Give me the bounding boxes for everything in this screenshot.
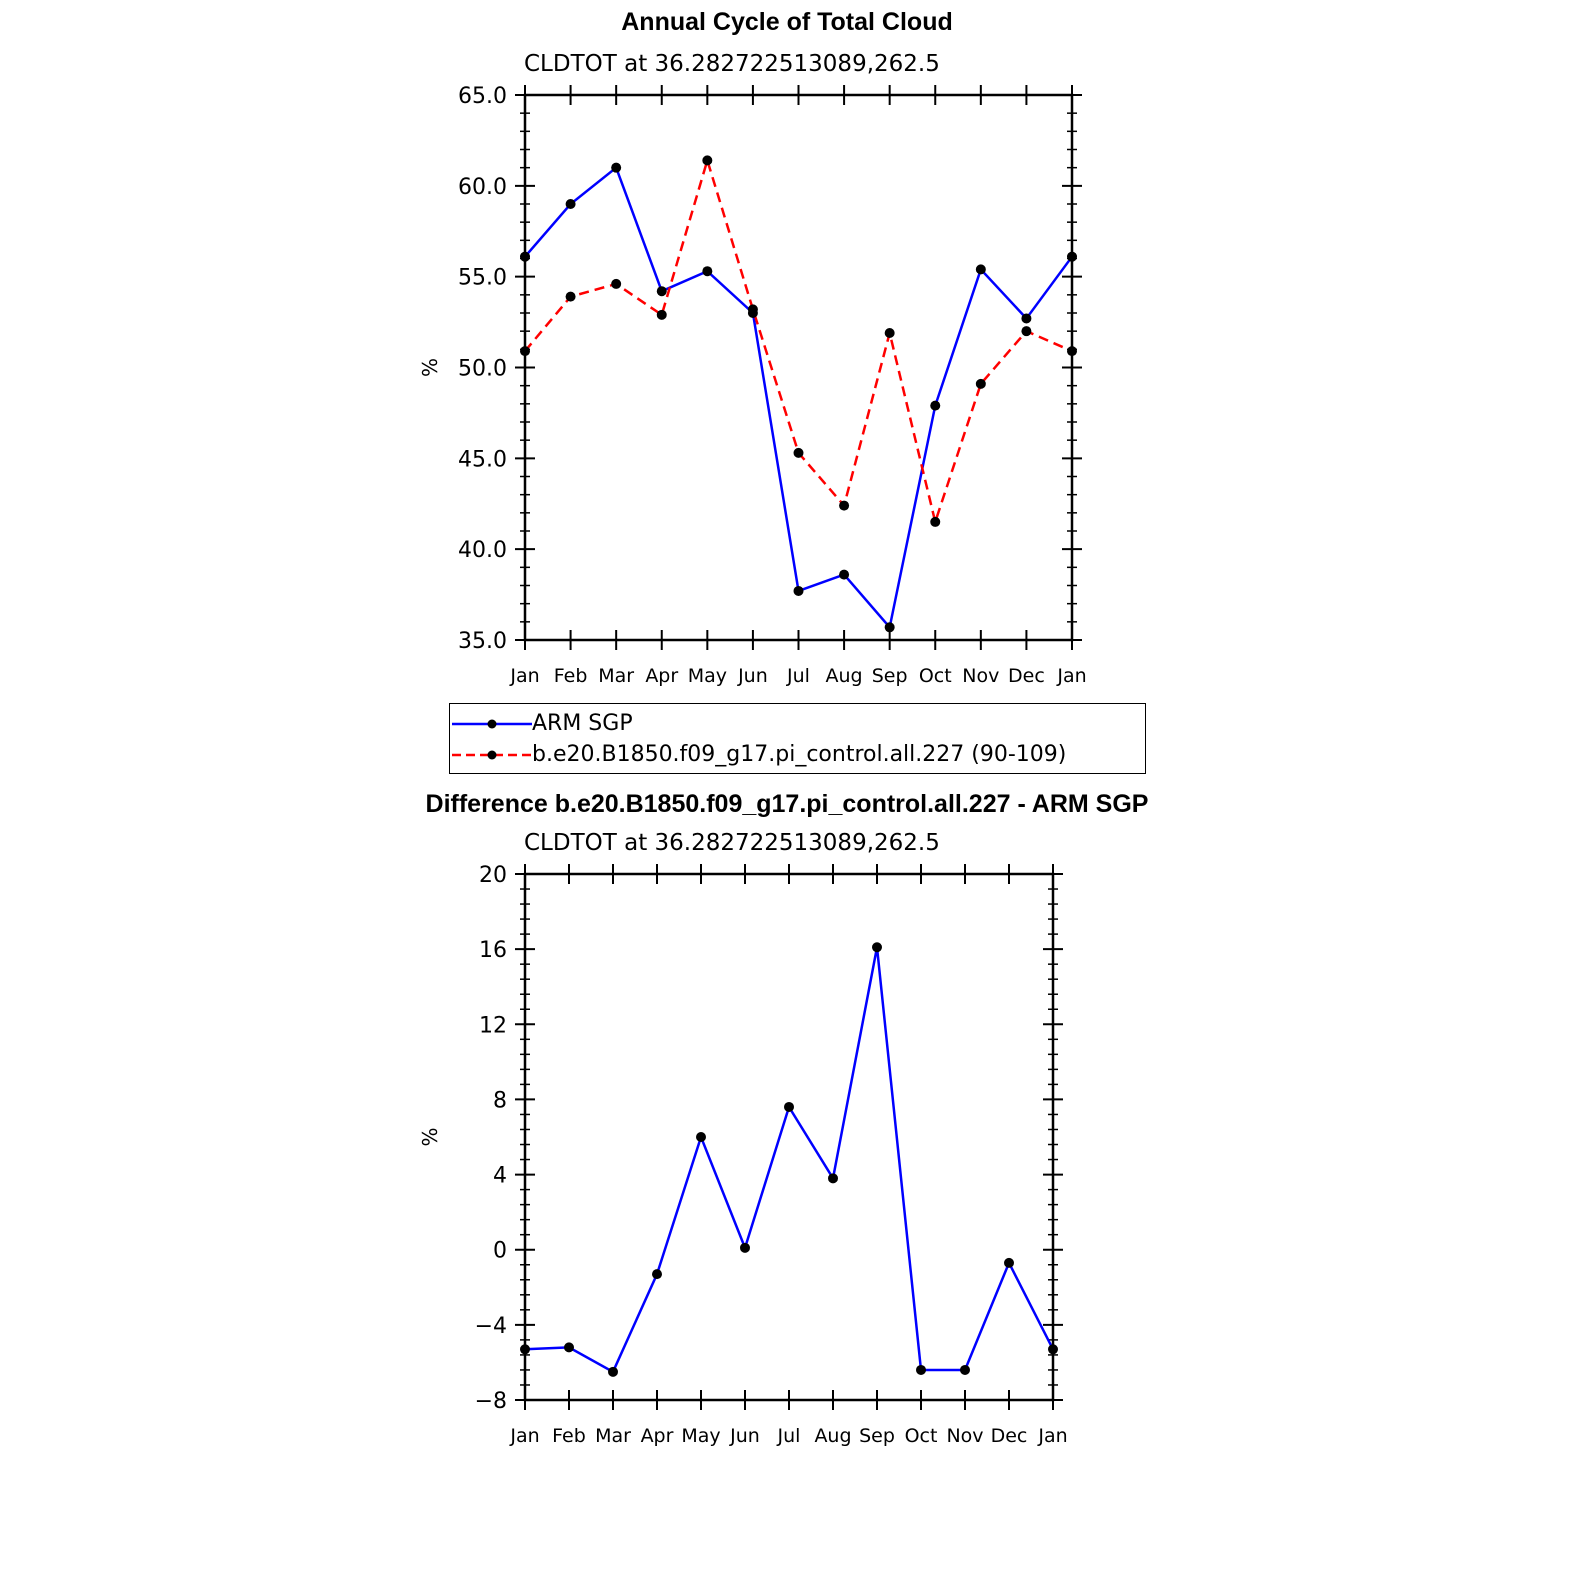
- x-tick-label: Apr: [645, 665, 678, 687]
- top-line-chart: 35.0 40.0 45.0 50.0 55.0 60.0 65.0 Jan Feb Mar Apr…: [418, 84, 1087, 687]
- series-0-point: [975, 264, 986, 275]
- x-tick-label: Feb: [552, 1425, 586, 1447]
- y-tick-label: 12: [479, 1013, 507, 1038]
- series-1-point: [611, 278, 622, 289]
- legend-swatch-model: [452, 750, 532, 760]
- series-0-point: [565, 199, 576, 209]
- x-tick-label: Nov: [946, 1425, 983, 1447]
- y-tick-label: −4: [475, 1314, 507, 1339]
- series-0-point: [696, 1132, 706, 1142]
- y-tick-label: 35.0: [458, 629, 507, 654]
- series-0-point: [1048, 1344, 1058, 1355]
- legend-swatch-arm-sgp: [452, 719, 532, 729]
- y-axis-label: %: [418, 1127, 442, 1146]
- y-tick-label: 55.0: [458, 266, 507, 291]
- plot-frame: [523, 872, 1055, 1402]
- series-1-point: [975, 378, 986, 389]
- series-1-point: [565, 291, 576, 302]
- x-tick-label: Jan: [509, 1425, 539, 1447]
- bottom-chart-title: Difference b.e20.B1850.f09_g17.pi_contro…: [425, 790, 1149, 818]
- y-tick-label: 60.0: [458, 175, 507, 200]
- series-0-point: [1067, 251, 1077, 262]
- series-1-point: [1021, 326, 1032, 337]
- x-tick-label: Mar: [598, 665, 634, 687]
- series-line-0: [524, 165, 1074, 631]
- legend-label-model: b.e20.B1850.f09_g17.pi_control.all.227 (…: [532, 742, 1067, 767]
- y-tick-label: 16: [479, 938, 507, 963]
- bottom-line-chart: −8 −4 0 4 8 12 16 20 Jan Feb Mar Apr May Jun Jul Aug Sep…: [418, 863, 1068, 1447]
- series-0-point: [608, 1366, 618, 1377]
- bottom-chart-subtitle: CLDTOT at 36.282722513089,262.5: [524, 830, 940, 856]
- series-1-point: [747, 304, 758, 315]
- x-tick-label: Oct: [905, 1425, 938, 1447]
- series-1-point: [1067, 346, 1077, 357]
- series-0-point: [702, 266, 713, 277]
- x-tick-label: Sep: [859, 1425, 895, 1447]
- x-tick-label: Nov: [962, 665, 999, 687]
- x-tick-label: Jul: [777, 1425, 801, 1447]
- series-0-point: [793, 585, 804, 596]
- series-1-point: [520, 346, 530, 357]
- x-tick-label: Aug: [826, 665, 863, 687]
- x-tick-label: Feb: [554, 665, 588, 687]
- series-0-point: [564, 1342, 574, 1353]
- series-0-point: [784, 1101, 794, 1112]
- x-tick-label: Dec: [991, 1425, 1028, 1447]
- series-0-point: [916, 1364, 926, 1375]
- x-tick-label: Jan: [509, 665, 539, 687]
- y-tick-label: −8: [475, 1389, 507, 1414]
- y-tick-label: 50.0: [458, 357, 507, 382]
- series-1-point: [839, 500, 850, 511]
- y-tick-label: 65.0: [458, 84, 507, 109]
- plot-frame: [523, 93, 1074, 642]
- y-tick-label: 8: [493, 1088, 507, 1113]
- legend-item-arm-sgp: ARM SGP: [450, 709, 1140, 739]
- series-0-point: [828, 1173, 838, 1184]
- series-0-point: [740, 1242, 750, 1253]
- x-tick-label: May: [681, 1425, 720, 1447]
- series-0-point: [520, 251, 530, 262]
- x-tick-label: Aug: [814, 1425, 851, 1447]
- x-tick-label: Dec: [1008, 665, 1045, 687]
- top-chart-legend: ARM SGP b.e20.B1850.f09_g17.pi_control.a…: [449, 703, 1146, 774]
- series-0-point: [884, 622, 895, 633]
- series-1-point: [930, 516, 941, 527]
- series-0-point: [930, 400, 941, 411]
- series-0-point: [656, 286, 667, 297]
- y-tick-label: 4: [493, 1164, 507, 1189]
- x-tick-label: Oct: [919, 665, 952, 687]
- y-tick-label: 0: [493, 1239, 507, 1264]
- x-tick-label: Jun: [737, 665, 768, 687]
- legend-item-model: b.e20.B1850.f09_g17.pi_control.all.227 (…: [450, 740, 1140, 770]
- x-tick-label: Mar: [595, 1425, 631, 1447]
- y-tick-label: 40.0: [458, 538, 507, 563]
- series-0-point: [1021, 313, 1032, 324]
- x-tick-label: May: [688, 665, 727, 687]
- x-tick-label: Apr: [641, 1425, 674, 1447]
- top-chart-subtitle: CLDTOT at 36.282722513089,262.5: [524, 51, 940, 77]
- y-axis-label: %: [418, 358, 442, 377]
- series-0-point: [611, 162, 622, 173]
- series-line-0: [524, 947, 1055, 1374]
- series-1-point: [793, 447, 804, 458]
- legend-label-arm-sgp: ARM SGP: [532, 711, 633, 736]
- series-0-point: [872, 942, 882, 953]
- top-chart-title: Annual Cycle of Total Cloud: [621, 8, 953, 36]
- x-tick-label: Sep: [872, 665, 908, 687]
- series-0-point: [520, 1344, 530, 1355]
- series-1-point: [884, 327, 895, 338]
- x-tick-label: Jan: [1056, 665, 1086, 687]
- x-tick-label: Jun: [729, 1425, 760, 1447]
- series-1-point: [702, 155, 713, 166]
- series-0-point: [960, 1364, 970, 1375]
- x-tick-label: Jul: [786, 665, 810, 687]
- x-tick-label: Jan: [1037, 1425, 1067, 1447]
- series-line-1: [524, 156, 1073, 527]
- series-0-point: [1004, 1257, 1014, 1268]
- series-0-point: [652, 1269, 662, 1280]
- y-tick-label: 45.0: [458, 447, 507, 472]
- y-tick-label: 20: [479, 863, 507, 888]
- series-0-point: [839, 569, 850, 580]
- series-1-point: [656, 309, 667, 320]
